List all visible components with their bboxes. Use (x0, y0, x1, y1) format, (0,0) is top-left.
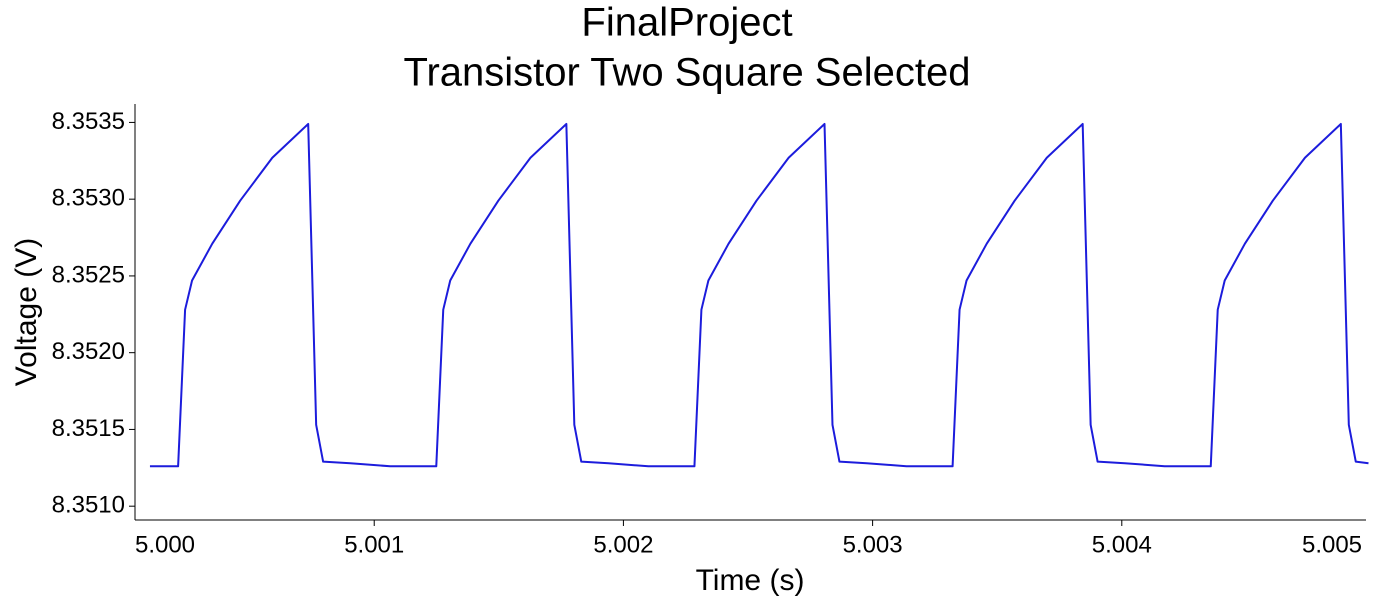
x-axis-label: Time (s) (696, 564, 805, 597)
x-tick-label: 5.003 (843, 531, 903, 558)
chart-title: FinalProject (581, 1, 792, 45)
y-tick-label: 8.3530 (52, 185, 125, 212)
chart-subtitle: Transistor Two Square Selected (404, 51, 971, 95)
y-axis-label: Voltage (V) (10, 238, 43, 386)
x-tick-label: 5.000 (135, 531, 195, 558)
y-tick-label: 8.3535 (52, 108, 125, 135)
y-tick-label: 8.3525 (52, 261, 125, 288)
data-line (149, 122, 1369, 468)
y-tick-label: 8.3510 (52, 492, 125, 519)
x-tick-label: 5.002 (593, 531, 653, 558)
x-tick-label: 5.001 (344, 531, 404, 558)
y-tick-label: 8.3515 (52, 415, 125, 442)
y-tick-label: 8.3520 (52, 338, 125, 365)
x-tick-label: 5.004 (1092, 531, 1152, 558)
x-tick-label: 5.005 (1302, 531, 1362, 558)
